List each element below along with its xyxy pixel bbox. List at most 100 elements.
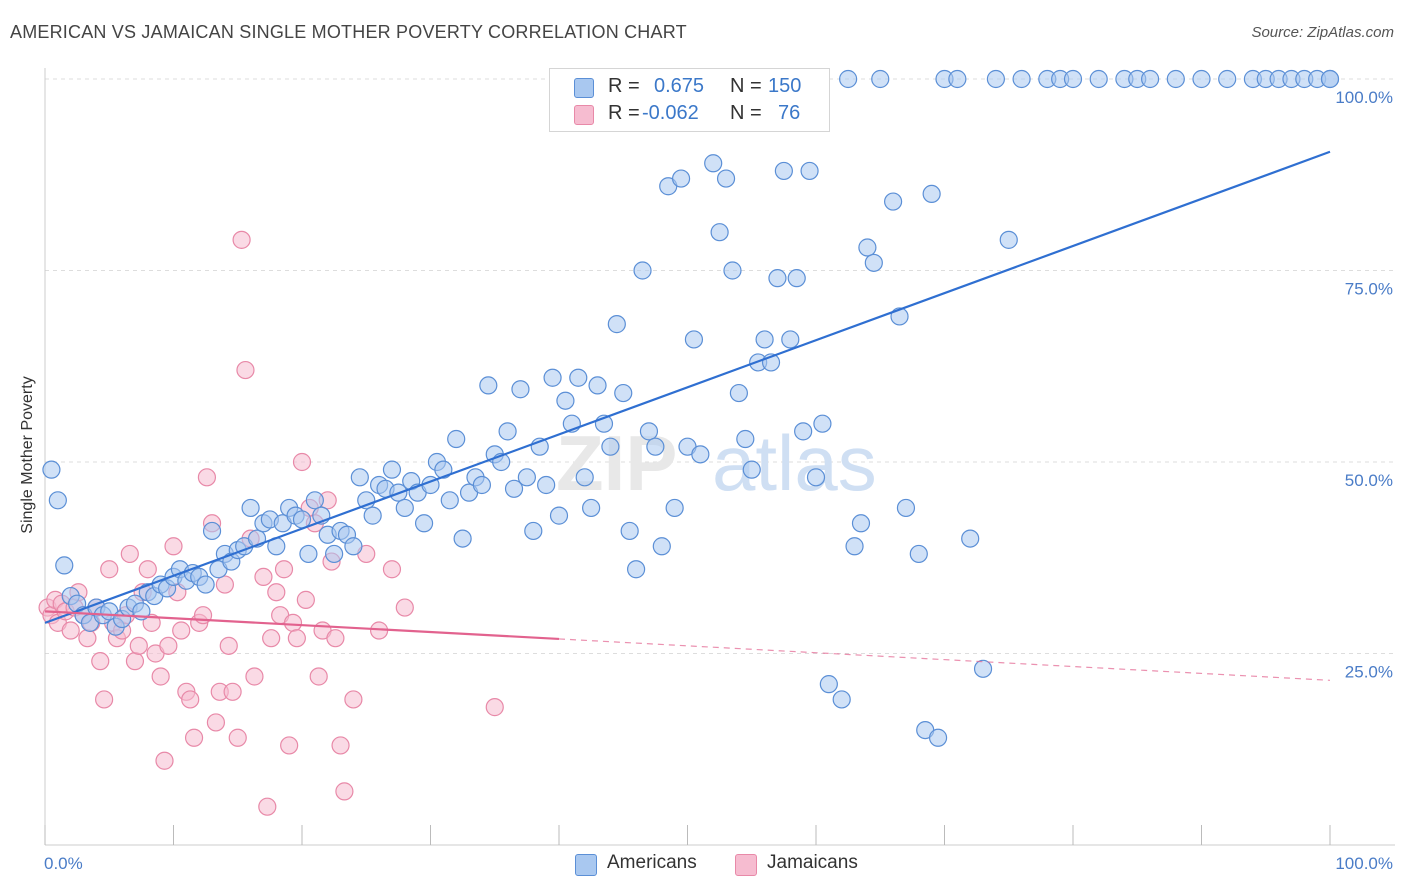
americans-point (864, 253, 883, 272)
legend-r-label: R = (608, 102, 640, 124)
x-tick-label: 0.0% (44, 854, 83, 873)
americans-point (973, 659, 993, 678)
jamaicans-point (151, 667, 170, 686)
jamaicans-point (267, 583, 286, 602)
americans-point (1192, 69, 1211, 89)
americans-point (42, 460, 61, 479)
americans-point (447, 429, 466, 449)
americans-point (896, 498, 916, 518)
jamaicans-point (142, 613, 161, 632)
jamaicans-point (283, 613, 303, 632)
jamaicans-swatch (574, 105, 594, 125)
americans-point (498, 422, 517, 441)
americans-point (986, 69, 1006, 89)
americans-point (434, 460, 453, 479)
legend-r-label: R = (608, 75, 640, 97)
americans-point (723, 261, 742, 280)
americans-point (440, 491, 459, 510)
americans-point (395, 498, 414, 518)
jamaicans-point (228, 728, 247, 747)
americans-point (813, 414, 832, 433)
americans-point (858, 238, 877, 257)
jamaicans-point (91, 652, 110, 671)
americans-point (543, 368, 562, 387)
americans-point (350, 468, 369, 487)
americans-point (716, 169, 736, 188)
legend-r-value: 0.675 (654, 75, 705, 97)
jamaicans-point (159, 636, 178, 655)
americans-point (588, 376, 607, 395)
americans-point (948, 69, 967, 89)
americans-point (704, 154, 723, 173)
jamaicans-point (254, 567, 273, 587)
jamaicans-point (335, 782, 354, 801)
jamaicans-point (326, 629, 345, 648)
jamaicans-legend-label: Jamaicans (767, 852, 858, 873)
americans-point (614, 383, 633, 403)
americans-point (607, 315, 626, 334)
americans-point (691, 445, 710, 464)
americans-point (575, 468, 594, 487)
americans-point (202, 521, 222, 541)
americans-point (800, 161, 819, 181)
legend-n-label: N = (730, 102, 762, 124)
americans-trend-line (44, 150, 1331, 624)
chart-title: AMERICAN VS JAMAICAN SINGLE MOTHER POVER… (10, 22, 687, 42)
jamaicans-point (236, 360, 255, 380)
tick-labels: 25.0% 50.0% 75.0% 100.0% 0.0% 100.0% (44, 88, 1393, 873)
americans-point (671, 169, 691, 188)
americans-point (1320, 69, 1340, 89)
americans-point (819, 675, 838, 694)
americans-point (55, 556, 74, 575)
axes (44, 68, 1395, 846)
trend-lines (44, 150, 1331, 681)
jamaicans-point (155, 751, 174, 770)
americans-point (755, 330, 774, 349)
jamaicans-point (274, 560, 294, 579)
jamaicans-point (78, 629, 97, 648)
jamaicans-point (215, 575, 234, 594)
americans-point (646, 437, 665, 456)
jamaicans-point (262, 629, 281, 648)
legend-r-value: -0.062 (642, 102, 699, 124)
americans-point (1218, 69, 1237, 89)
jamaicans-point (309, 667, 328, 686)
americans-point (299, 544, 318, 564)
americans-point (999, 230, 1018, 249)
americans-point (1166, 69, 1185, 89)
americans-point (729, 383, 749, 403)
americans-point (742, 460, 761, 479)
americans-point (736, 429, 755, 449)
jamaicans-legend-swatch (735, 854, 757, 876)
jamaicans-point (120, 544, 139, 564)
y-tick-label: 75.0% (1345, 280, 1393, 299)
americans-point (556, 391, 575, 410)
jamaicans-point (280, 736, 299, 755)
jamaicans-point (296, 590, 315, 609)
americans-point (1063, 69, 1083, 89)
jamaicans-point (184, 728, 204, 747)
americans-point (1012, 69, 1031, 89)
jamaicans-point (232, 230, 251, 249)
jamaicans-trend-extension (558, 638, 1331, 681)
jamaicans-point (382, 560, 402, 579)
jamaicans-point (125, 652, 145, 671)
correlation-legend: R = 0.675 N = 150 R = -0.062 N = 76 (549, 68, 830, 132)
americans-point (524, 521, 543, 541)
americans-point (851, 514, 871, 533)
jamaicans-point (395, 598, 414, 617)
jamaicans-point (164, 537, 183, 556)
americans-point (479, 376, 498, 395)
americans-point (511, 380, 530, 399)
jamaicans-point (181, 690, 200, 709)
americans-point (344, 537, 363, 556)
americans-point (639, 422, 659, 441)
americans-point (787, 269, 806, 288)
americans-point (453, 529, 472, 548)
jamaicans-point (331, 736, 350, 755)
jamaicans-point (95, 690, 114, 709)
jamaicans-point (287, 629, 306, 648)
jamaicans-point (485, 698, 504, 717)
jamaicans-point (138, 560, 157, 579)
jamaicans-point (206, 713, 226, 732)
